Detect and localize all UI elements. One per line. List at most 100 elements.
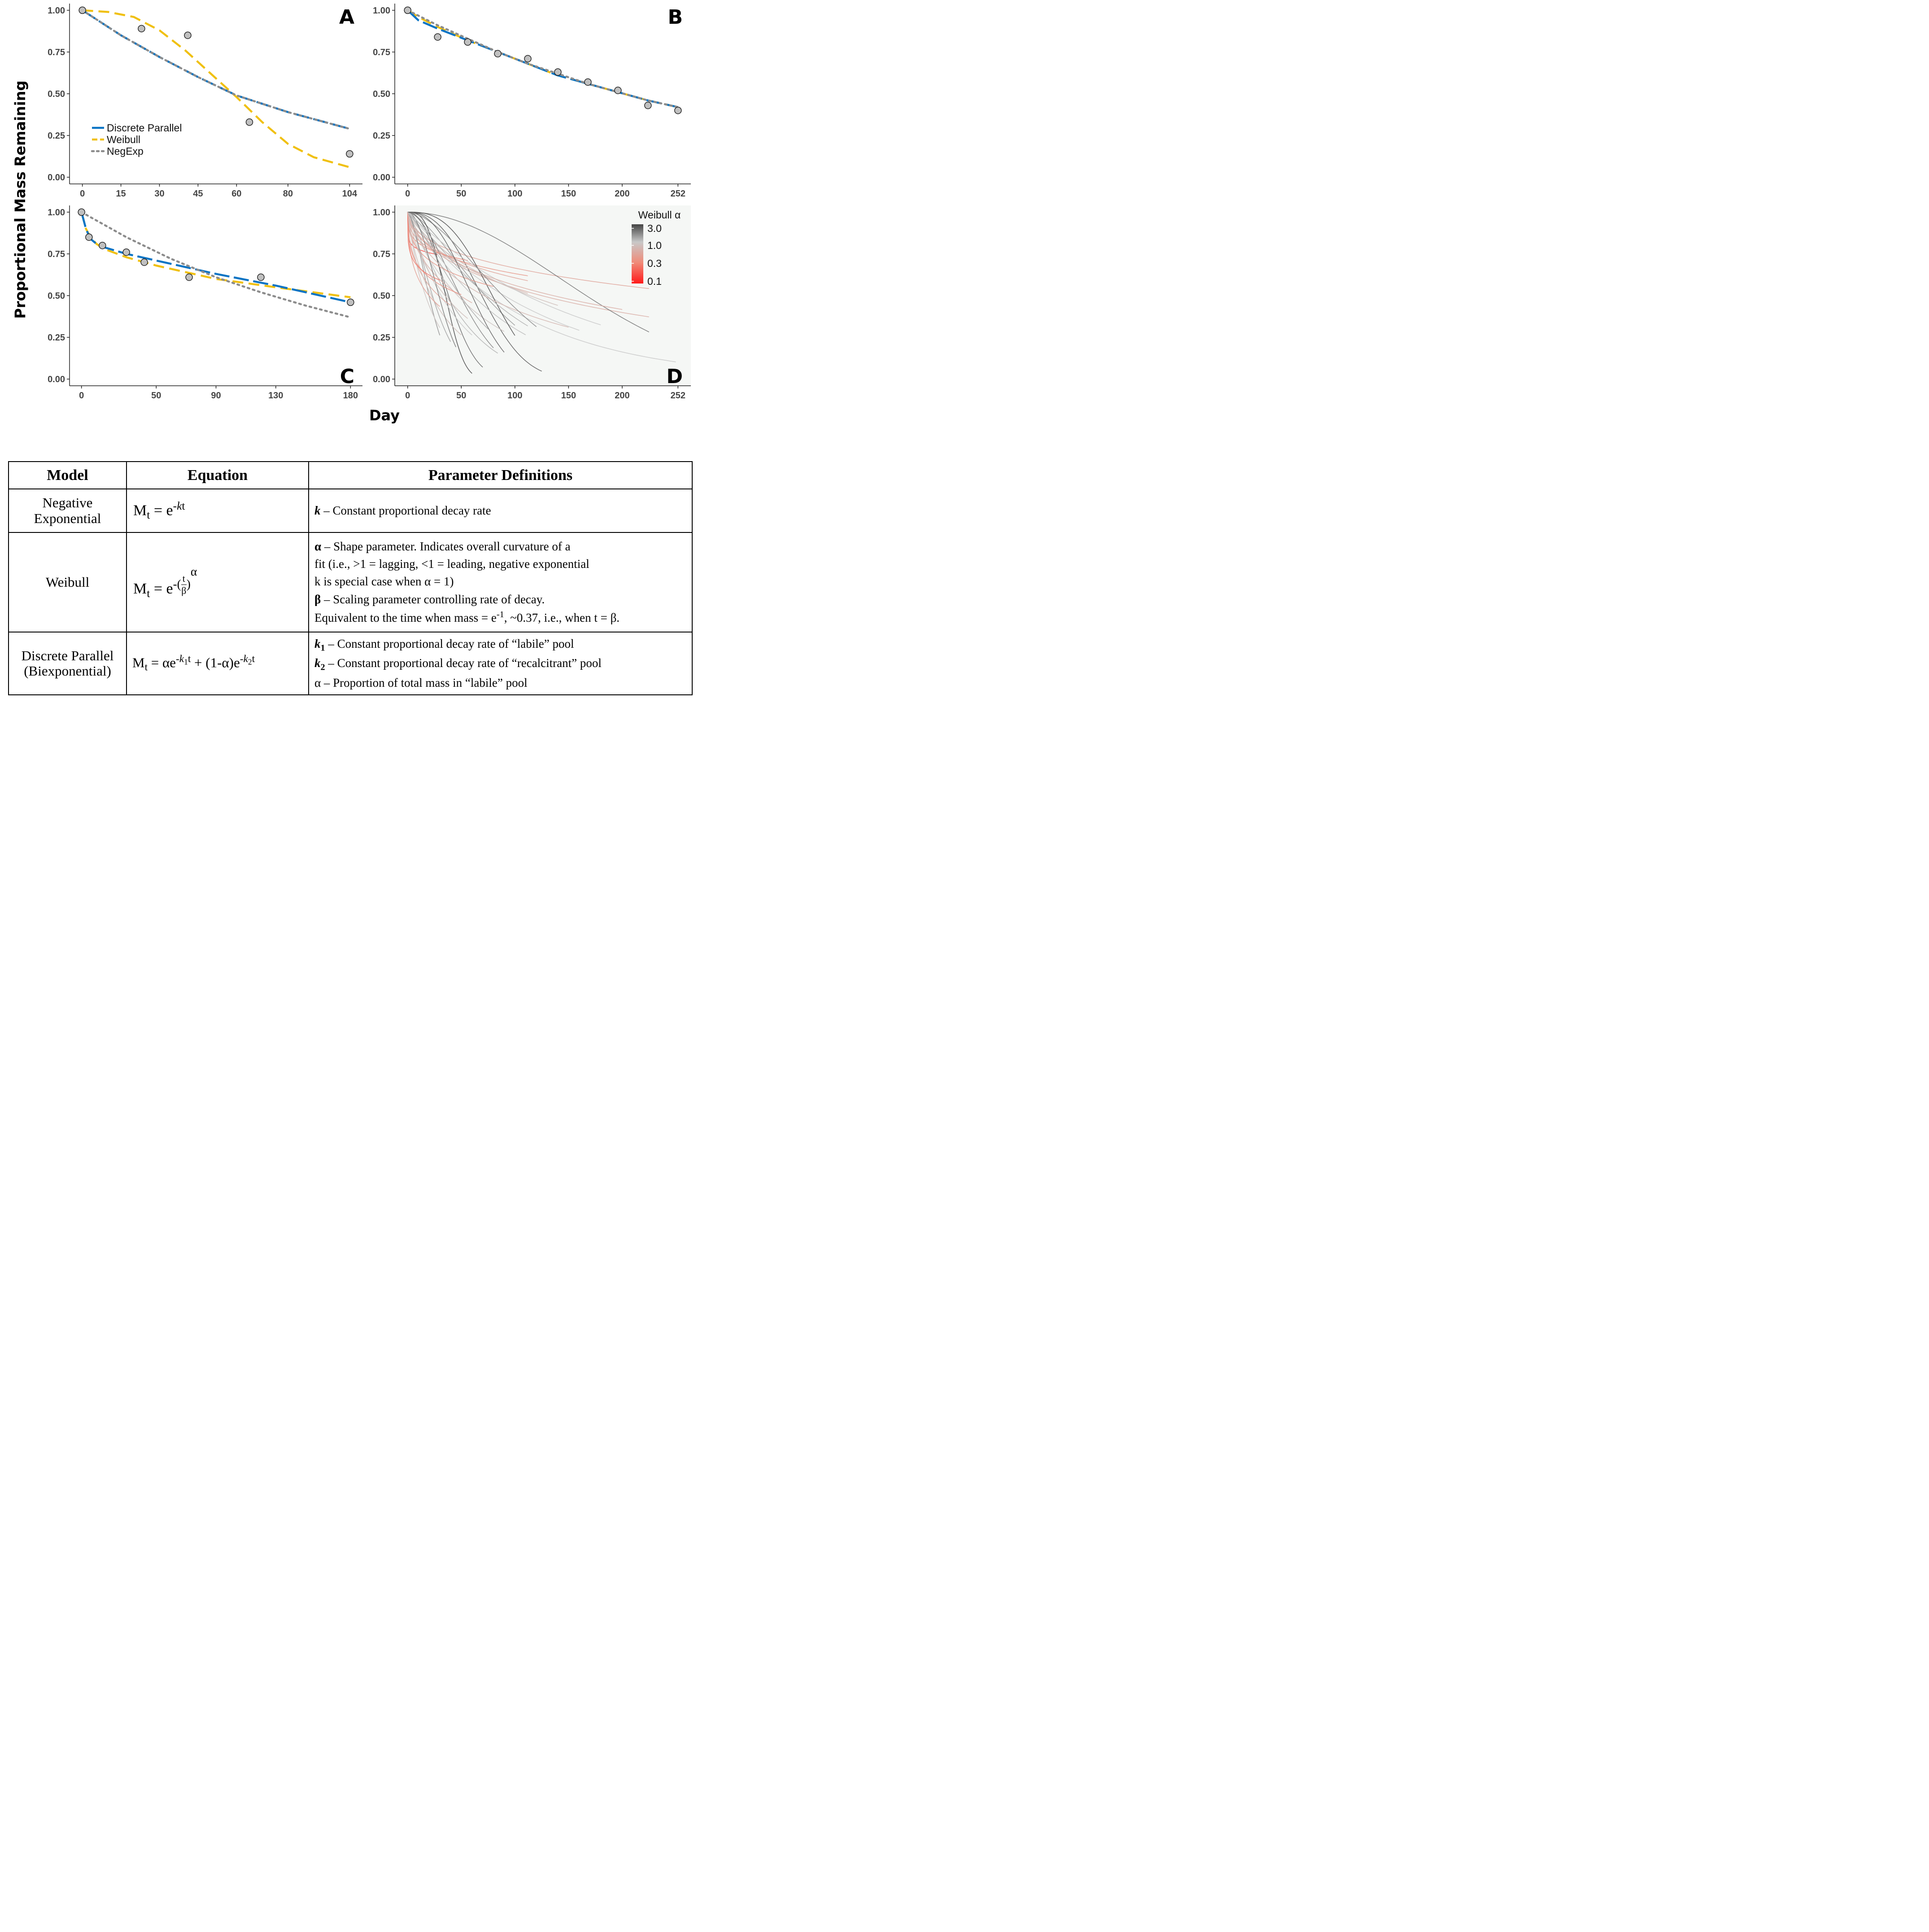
x-tick-label: 100 (507, 391, 522, 401)
colorbar-label: 1.0 (647, 240, 662, 251)
x-tick-label: 104 (342, 189, 358, 199)
data-point (554, 68, 562, 76)
y-tick-label: 0.25 (48, 333, 65, 343)
data-point (434, 33, 441, 41)
colorbar (632, 224, 643, 283)
series-line-negexp (406, 9, 679, 109)
data-point (404, 6, 411, 14)
weibull-curve (407, 212, 472, 303)
y-tick-label: 0.00 (48, 173, 65, 183)
defs-discrete-parallel: k1 – Constant proportional decay rate of… (308, 632, 693, 695)
table-row: Discrete Parallel (Biexponential) Mt = αe… (8, 632, 693, 695)
panel-b: 0.00 0.25 0.50 0.75 1.00 0 50 100 150 200 252 B (373, 4, 691, 199)
x-tick-label: 150 (561, 189, 576, 199)
x-tick-label: 252 (671, 189, 685, 199)
table-row: Negative Exponential Mt = e-kt k – Consta… (8, 488, 693, 533)
data-point (122, 248, 130, 256)
weibull-curve (407, 212, 468, 319)
weibull-curve (407, 212, 483, 368)
x-tick-label: 50 (151, 391, 161, 401)
y-tick-label: 0.75 (373, 249, 390, 259)
colorbar-label: 3.0 (647, 222, 662, 234)
y-tick-label: 0.50 (373, 89, 390, 99)
panel-d: 0.00 0.25 0.50 0.75 1.00 0 50 100 150 200 252 Weibu… (373, 205, 691, 401)
data-point (494, 50, 502, 57)
equation-discrete-parallel: Mt = αe-k1t + (1-α)e-k2t (126, 632, 309, 695)
weibull-curve (407, 212, 569, 328)
header-equation: Equation (126, 461, 309, 489)
x-tick-label: 180 (343, 391, 358, 401)
data-point (347, 298, 354, 306)
weibull-curve (407, 212, 528, 281)
y-tick-label: 0.00 (48, 375, 65, 384)
panel-letter: D (666, 365, 683, 388)
y-tick-label: 0.25 (373, 131, 390, 141)
weibull-curve (407, 212, 676, 362)
data-point (614, 87, 622, 94)
x-tick-label: 0 (405, 189, 410, 199)
model-discrete-parallel: Discrete Parallel (Biexponential) (8, 632, 127, 695)
weibull-curve (407, 212, 528, 276)
weibull-curve (407, 212, 537, 327)
model-weibull: Weibull (8, 532, 127, 632)
colorbar-label: 0.1 (647, 275, 662, 287)
data-point (99, 242, 106, 249)
y-tick-label: 1.00 (373, 6, 390, 16)
defs-weibull: α – Shape parameter. Indicates overall c… (308, 532, 693, 632)
weibull-curve (407, 212, 623, 310)
x-tick-label: 200 (615, 189, 629, 199)
x-tick-label: 0 (80, 189, 85, 199)
y-tick-label: 0.50 (48, 291, 65, 301)
x-tick-label: 80 (283, 189, 293, 199)
y-tick-label: 0.50 (48, 89, 65, 99)
legend-label: Discrete Parallel (107, 122, 182, 134)
weibull-curve (407, 212, 494, 287)
x-tick-label: 50 (456, 189, 466, 199)
series-line-discrete-parallel (407, 9, 678, 108)
series-line-negexp (81, 9, 351, 130)
colorbar-title: Weibull α (638, 209, 681, 221)
series-line-weibull (407, 9, 678, 108)
weibull-curve (407, 212, 505, 332)
data-point (184, 31, 192, 39)
panel-letter: C (340, 365, 354, 388)
table-header-row: Model Equation Parameter Definitions (8, 461, 693, 489)
series-line-weibull (82, 9, 350, 168)
equation-weibull: Mt = e-(t β)α (126, 532, 309, 632)
model-table: Model Equation Parameter Definitions Neg… (8, 461, 693, 695)
data-point (346, 150, 354, 158)
x-tick-label: 30 (154, 189, 164, 199)
y-tick-label: 0.00 (373, 173, 390, 183)
y-tick-label: 0.75 (48, 48, 65, 57)
header-model: Model (8, 461, 127, 489)
x-tick-label: 100 (507, 189, 522, 199)
weibull-curve (407, 212, 542, 372)
data-point (245, 118, 253, 126)
y-tick-label: 0.25 (373, 333, 390, 343)
y-tick-label: 1.00 (48, 208, 65, 218)
series-line-discrete-parallel (80, 212, 351, 304)
y-axis-title: Proportional Mass Remaining (12, 81, 29, 319)
x-tick-label: 200 (615, 391, 629, 401)
data-point (644, 101, 652, 109)
y-tick-label: 0.75 (373, 48, 390, 57)
x-tick-label: 15 (116, 189, 126, 199)
x-tick-label: 252 (671, 391, 685, 401)
header-parameters: Parameter Definitions (308, 461, 693, 489)
data-point (78, 208, 85, 216)
panel-letter: B (668, 6, 683, 29)
y-tick-label: 1.00 (48, 6, 65, 16)
x-tick-label: 90 (211, 391, 221, 401)
x-tick-label: 0 (405, 391, 410, 401)
data-point (140, 258, 148, 266)
defs-negexp: k – Constant proportional decay rate (308, 488, 693, 533)
x-tick-label: 50 (456, 391, 466, 401)
equation-negexp: Mt = e-kt (126, 488, 309, 533)
series-line-weibull (80, 212, 351, 298)
data-point (257, 273, 265, 281)
y-tick-label: 1.00 (373, 208, 390, 218)
x-tick-label: 60 (231, 189, 241, 199)
weibull-curve (407, 212, 650, 332)
panel-c: 0.00 0.25 0.50 0.75 1.00 0 50 90 130 180 C (48, 205, 362, 401)
data-point (138, 25, 145, 33)
